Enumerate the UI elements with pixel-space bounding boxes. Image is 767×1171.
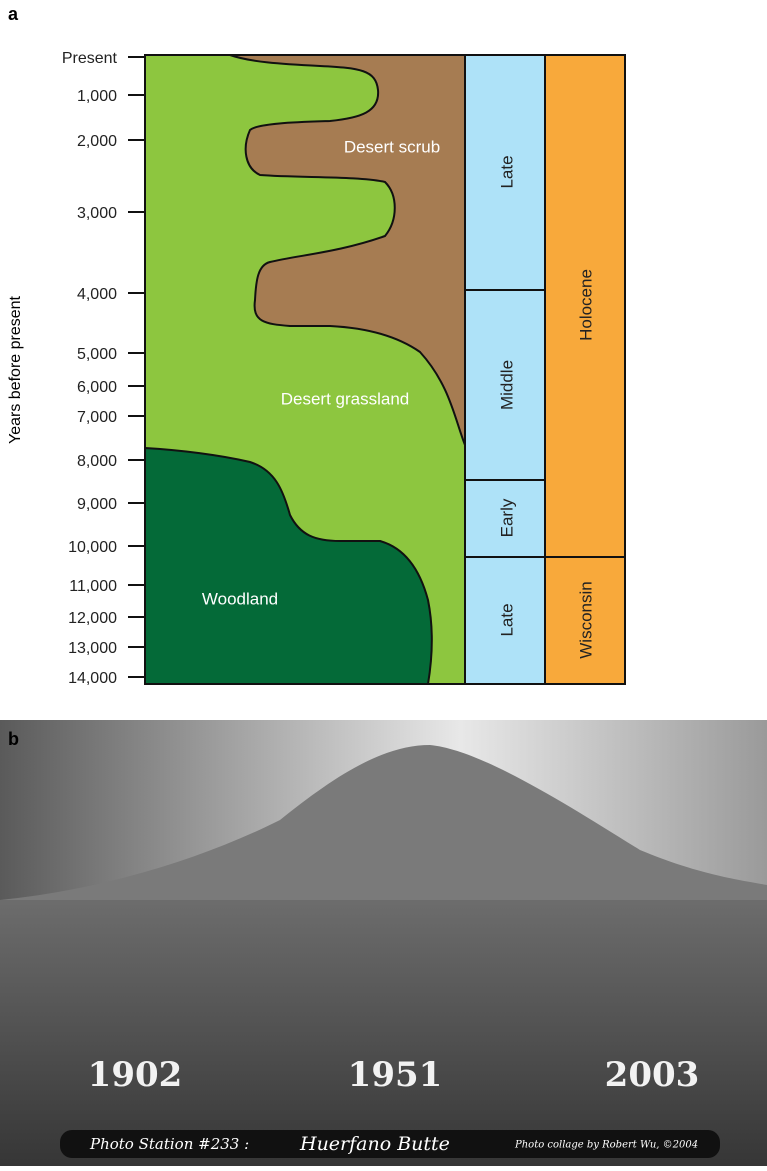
tick-label: 12,000	[68, 610, 117, 627]
desert-ground	[0, 900, 767, 1166]
panel-label: a	[8, 4, 19, 24]
zone-label: Desert grassland	[281, 389, 410, 408]
tick-label: 10,000	[68, 539, 117, 556]
y-axis-label: Years before present	[7, 295, 24, 444]
epoch-label: Wisconsin	[576, 581, 595, 658]
stage-label: Middle	[497, 360, 516, 410]
tick-label: 7,000	[77, 409, 117, 426]
tick-label: 6,000	[77, 379, 117, 396]
tick-label: 5,000	[77, 346, 117, 363]
tick-label: 14,000	[68, 670, 117, 687]
caption-credit: Photo collage by Robert Wu, ©2004	[514, 1140, 698, 1151]
stage-column	[464, 54, 626, 685]
tick-label: 3,000	[77, 205, 117, 222]
stage-label: Late	[497, 603, 516, 636]
zone-label: Woodland	[202, 589, 278, 608]
caption-place: Huerfano Butte	[299, 1133, 450, 1155]
tick-label: 8,000	[77, 453, 117, 470]
year-label: 2003	[605, 1055, 700, 1095]
stage-label: Early	[497, 498, 516, 537]
woodland-area	[144, 446, 433, 685]
year-label: 1951	[348, 1055, 443, 1095]
zone-label: Desert scrub	[344, 137, 440, 156]
epoch-label: Holocene	[576, 269, 595, 341]
tick-label: 13,000	[68, 640, 117, 657]
panel-label: b	[8, 729, 19, 749]
caption-station: Photo Station #233 :	[89, 1135, 249, 1153]
tick-label: Present	[62, 50, 118, 67]
tick-label: 2,000	[77, 133, 117, 150]
tick-label: 11,000	[69, 578, 117, 595]
tick-label: 1,000	[77, 88, 117, 105]
tick-label: 9,000	[77, 496, 117, 513]
caption-band	[60, 1130, 720, 1158]
desert-scrub-area	[229, 54, 466, 446]
tick-label: 4,000	[77, 286, 117, 303]
year-label: 1902	[88, 1055, 183, 1095]
stage-label: Late	[497, 155, 516, 188]
